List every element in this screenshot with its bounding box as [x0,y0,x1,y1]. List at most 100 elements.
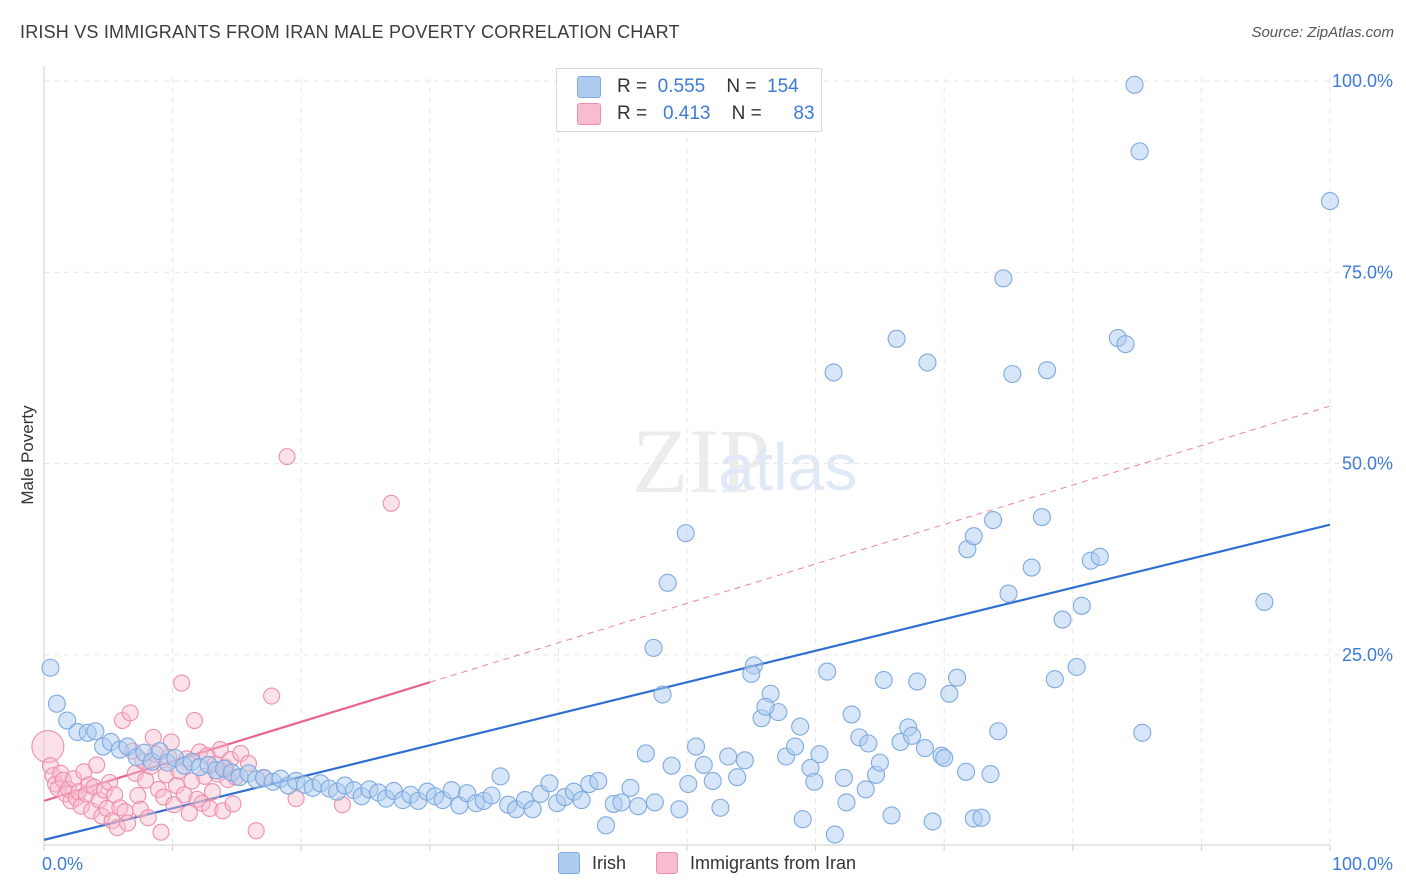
irish-point [694,755,713,774]
stats-legend-iran: R = 0.413 N = 83 [577,102,815,126]
iran-point [152,823,170,841]
irish-point [1072,596,1091,615]
irish-point [686,737,706,756]
stats-legend-irish: R = 0.555 N = 154 [577,75,799,99]
iran-point [211,741,229,759]
iran-swatch [577,103,601,125]
legend-irish-swatch [558,852,580,874]
irish-point [785,737,805,756]
legend-item-iran[interactable]: Immigrants from Iran [656,852,856,874]
irish-point [1045,670,1064,689]
series-legend: Irish Immigrants from Iran [558,852,886,874]
irish-point [756,697,775,716]
irish-point [908,672,927,691]
irish-point [58,711,77,730]
irish-point [589,771,608,791]
iran-trend-line [43,681,431,802]
irish-point [957,762,976,781]
iran-point [129,786,147,805]
legend-iran-swatch [656,852,679,874]
iran-r-label: R = [617,103,648,124]
irish-point [940,684,959,703]
iran-point [180,804,198,822]
watermark-atlas: atlas [718,430,857,504]
irish-point [644,638,663,657]
iran-r-value: 0.413 [662,103,711,124]
irish-point [964,527,983,546]
axes [43,66,1331,851]
irish-point [874,670,893,690]
iran-point [173,674,191,692]
irish-point [719,747,738,766]
iran-point [85,778,103,796]
irish-r-value: 0.555 [657,76,706,97]
irish-point [629,797,648,816]
irish-point [658,573,677,592]
irish-point [870,753,889,772]
irish-n-label: N = [726,76,757,97]
iran-point [278,448,296,466]
source-credit: Source: ZipAtlas.com [1251,24,1394,41]
iran-trend-extension [429,405,1331,683]
iran-point [224,795,242,813]
y-tick-label: 50.0% [1342,454,1393,474]
irish-r-label: R = [617,76,648,97]
irish-point [948,668,967,687]
iran-point [382,494,400,512]
irish-point [915,739,934,758]
legend-item-irish[interactable]: Irish [558,852,626,874]
irish-point [742,664,761,683]
irish-point [902,726,922,745]
y-tick-label: 100.0% [1332,71,1393,91]
irish-point [86,722,105,741]
irish-point [1090,547,1109,566]
irish-point [711,798,730,817]
irish-point [918,353,937,372]
irish-point [834,768,853,787]
irish-point [703,771,722,791]
iran-point [106,786,124,804]
irish-point [791,717,810,736]
iran-n-label: N = [731,103,762,124]
iran-point [247,822,265,840]
irish-point [999,584,1018,603]
irish-point [728,768,747,787]
irish-point [540,774,559,793]
irish-point [621,778,640,797]
irish-point [482,786,501,805]
irish-point [1116,335,1135,354]
irish-point [825,825,844,844]
irish-point [818,662,837,681]
irish-point [923,812,942,831]
irish-point [1320,192,1340,211]
irish-point [1003,364,1022,384]
iran-point [214,802,232,820]
irish-point [1133,723,1152,742]
iran-point [183,772,201,790]
iran-point [88,756,106,774]
irish-n-value: 154 [767,76,799,97]
iran-point [108,819,126,837]
tick-labels: 25.0% 50.0% 75.0% 100.0% 0.0% 100.0% [42,71,1393,874]
irish-point [994,269,1013,288]
irish-point [596,816,616,835]
irish-point [645,793,664,812]
x-tick-label: 0.0% [42,854,83,874]
iran-point [31,729,65,764]
irish-swatch [577,76,601,98]
iran-point [65,770,83,788]
irish-point [793,810,812,829]
iran-point [57,785,75,803]
irish-point [1022,558,1041,577]
irish-point [1053,610,1072,629]
irish-point [981,765,1000,784]
irish-point [837,793,856,812]
iran-point [165,796,183,814]
iran-point [139,809,157,827]
irish-point [47,694,66,713]
irish-point [523,800,542,819]
chart-title: IRISH VS IMMIGRANTS FROM IRAN MALE POVER… [20,22,680,42]
irish-point [1125,75,1144,94]
legend-iran-label: Immigrants from Iran [690,852,857,873]
